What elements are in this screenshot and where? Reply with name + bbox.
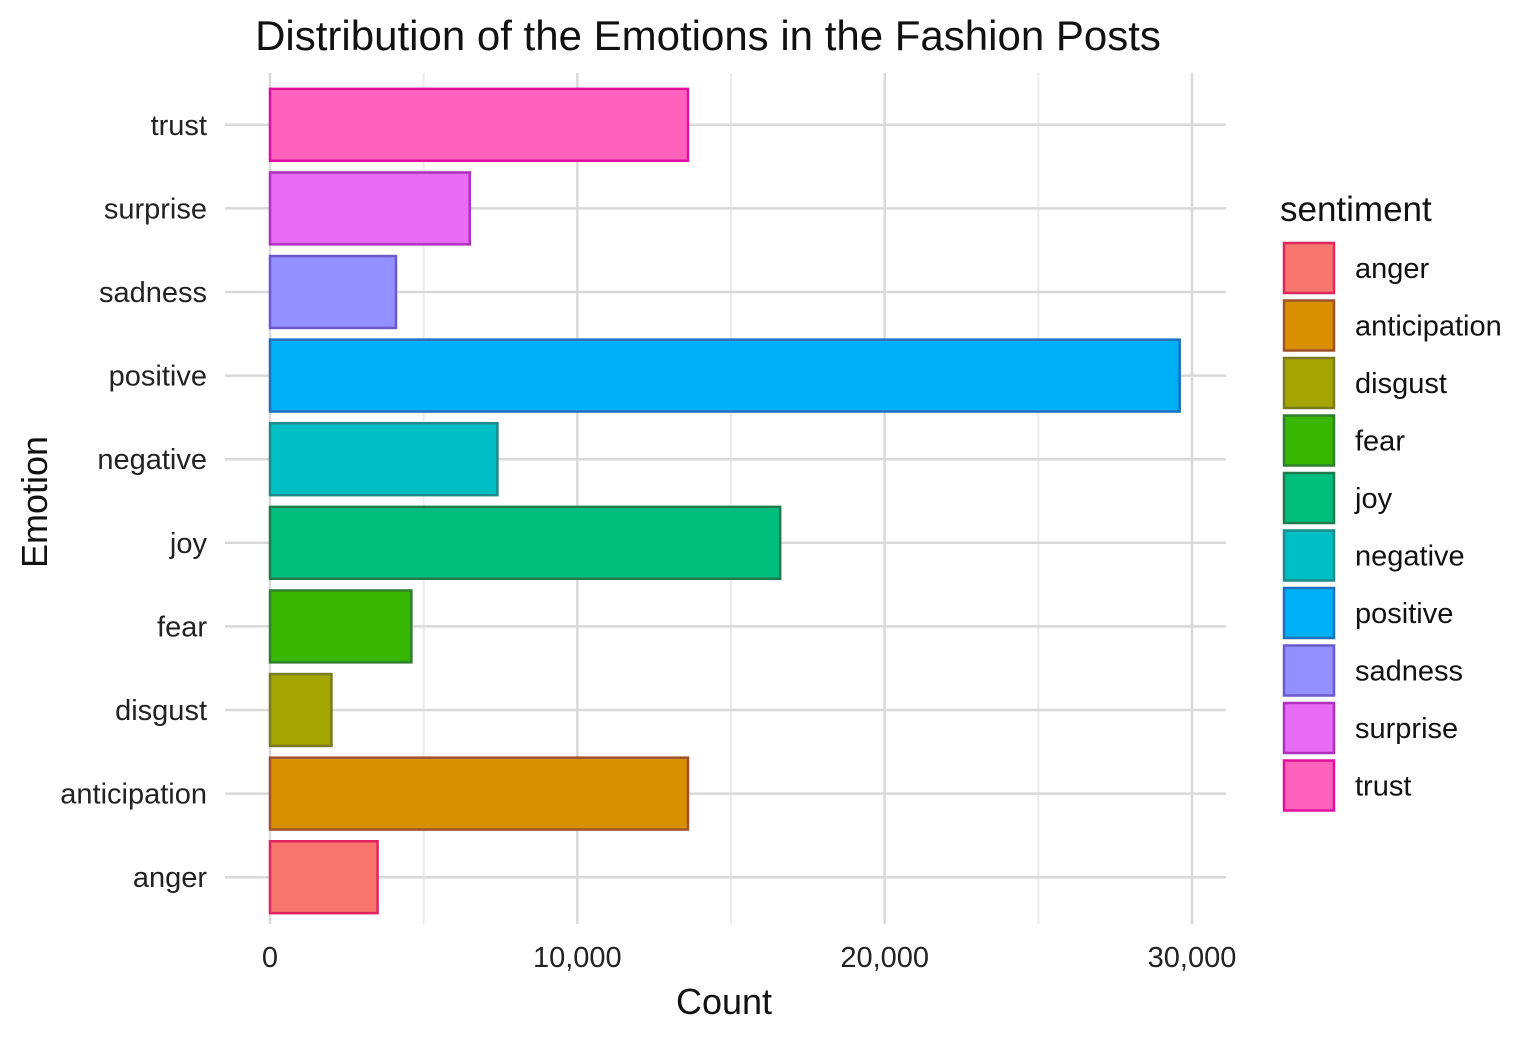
legend-label-disgust: disgust (1355, 368, 1447, 400)
y-tick-label-disgust: disgust (115, 695, 207, 727)
legend-key-fear (1282, 414, 1336, 467)
legend-key-positive (1282, 586, 1336, 640)
x-tick-label: 0 (262, 942, 278, 974)
legend-key-joy (1282, 471, 1336, 525)
y-tick-label-negative: negative (97, 444, 207, 476)
legend-label-negative: negative (1355, 541, 1465, 573)
legend-title: sentiment (1280, 190, 1432, 229)
legend-label-anger: anger (1355, 253, 1430, 285)
legend-key-surprise (1282, 701, 1336, 755)
bar-anger (268, 840, 379, 915)
legend: sentiment anger anticipation disgust fear joy… (1280, 190, 1502, 812)
chart-title: Distribution of the Emotions in the Fash… (255, 12, 1161, 59)
legend-key-sadness (1282, 644, 1336, 697)
legend-key-anger (1282, 241, 1336, 295)
legend-key-negative (1282, 529, 1336, 582)
legend-key-trust (1282, 759, 1336, 812)
bar-fear (268, 589, 413, 664)
bar-negative (268, 422, 499, 497)
legend-label-trust: trust (1355, 771, 1411, 803)
legend-label-surprise: surprise (1355, 713, 1458, 745)
legend-key-disgust (1282, 356, 1336, 410)
y-tick-label-surprise: surprise (104, 193, 207, 225)
legend-key-anticipation (1282, 299, 1336, 352)
legend-label-anticipation: anticipation (1355, 311, 1502, 343)
bar-anticipation (268, 756, 690, 831)
bar-joy (268, 505, 782, 580)
axes: anger anticipation disgust fear joy negative p… (60, 110, 1236, 974)
x-tick-label: 30,000 (1148, 942, 1237, 974)
bar-surprise (268, 171, 472, 246)
legend-label-joy: joy (1354, 483, 1393, 515)
legend-label-sadness: sadness (1355, 656, 1463, 688)
y-tick-label-fear: fear (157, 611, 207, 643)
legend-label-positive: positive (1355, 598, 1453, 630)
y-tick-label-sadness: sadness (99, 277, 207, 309)
bar-positive (268, 338, 1181, 413)
y-tick-label-anticipation: anticipation (60, 779, 207, 811)
y-tick-label-joy: joy (169, 528, 208, 560)
bar-trust (268, 87, 690, 162)
y-tick-label-anger: anger (133, 862, 208, 894)
y-axis-title: Emotion (14, 436, 55, 568)
bars (268, 87, 1181, 915)
legend-label-fear: fear (1355, 426, 1405, 458)
bar-sadness (268, 254, 398, 330)
y-tick-label-positive: positive (109, 361, 207, 393)
x-axis-title: Count (676, 981, 772, 1022)
bar-disgust (268, 672, 333, 748)
y-tick-label-trust: trust (151, 110, 207, 142)
x-tick-label: 20,000 (840, 942, 929, 974)
x-tick-label: 10,000 (533, 942, 622, 974)
